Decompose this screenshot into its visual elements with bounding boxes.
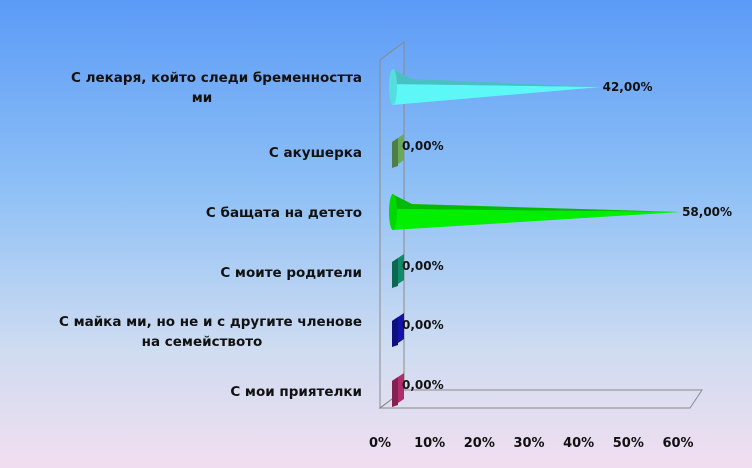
data-label: 0,00%	[402, 318, 444, 332]
bar-cone-upper	[392, 69, 601, 87]
bar	[392, 373, 404, 407]
bar-cone-upper	[392, 194, 681, 212]
category-label: С майка ми, но не и с другите членове	[59, 314, 362, 330]
category-label: С моите родители	[220, 265, 362, 281]
bar-cone-base	[389, 194, 397, 230]
bar	[392, 254, 404, 288]
bar	[389, 194, 681, 230]
x-tick-label: 0%	[369, 436, 391, 451]
bar-cone-lower	[392, 209, 681, 230]
bar	[389, 69, 601, 105]
x-tick-label: 20%	[464, 436, 495, 451]
bar-stub-side	[392, 258, 398, 288]
data-label: 0,00%	[402, 139, 444, 153]
data-label: 58,00%	[682, 205, 732, 219]
bar	[392, 134, 404, 168]
data-label: 42,00%	[603, 80, 653, 94]
category-label: на семейството	[142, 334, 263, 350]
x-tick-label: 60%	[662, 436, 693, 451]
x-tick-label: 50%	[613, 436, 644, 451]
category-label: С мои приятелки	[230, 384, 362, 400]
data-label: 0,00%	[402, 378, 444, 392]
bar-cone-base	[389, 69, 397, 105]
category-label: С бащата на детето	[206, 205, 362, 221]
axis-floor	[378, 389, 703, 409]
category-label: ми	[192, 90, 213, 106]
bar-stub-side	[392, 138, 398, 168]
x-tick-label: 40%	[563, 436, 594, 451]
x-tick-label: 30%	[513, 436, 544, 451]
data-label: 0,00%	[402, 259, 444, 273]
category-label: С лекаря, който следи бременността	[71, 70, 362, 86]
bar-stub-side	[392, 377, 398, 407]
bar	[392, 313, 404, 347]
x-tick-label: 10%	[414, 436, 445, 451]
bar-cone-lower	[392, 84, 601, 105]
category-label: С акушерка	[269, 145, 362, 161]
bar-stub-side	[392, 317, 398, 347]
